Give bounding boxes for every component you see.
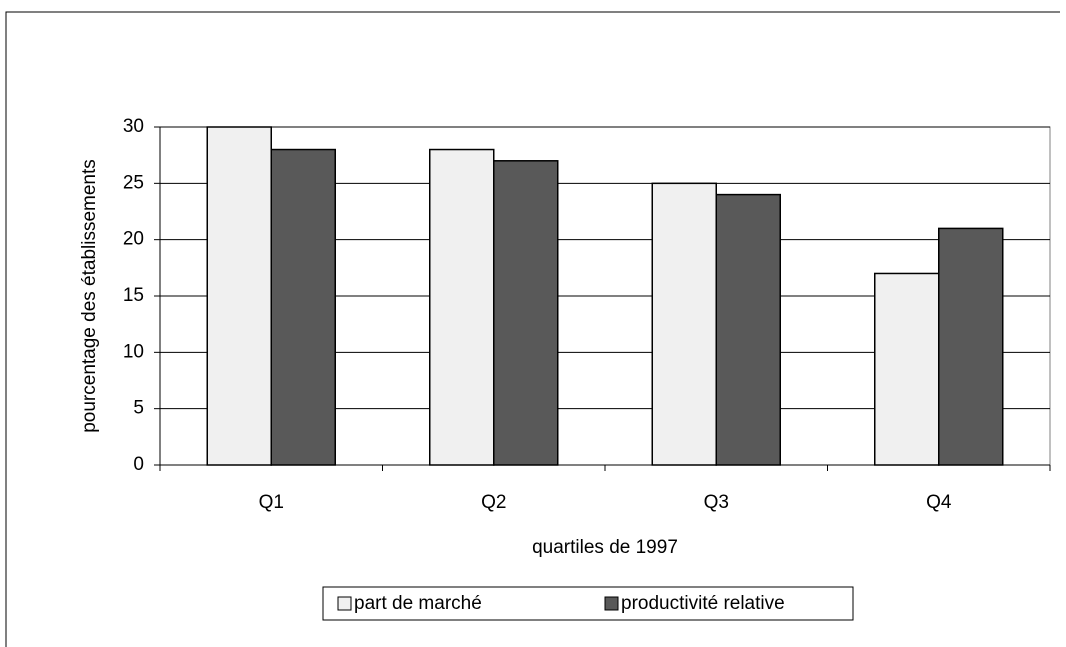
y-axis-label: pourcentage des établissements [79,159,100,433]
y-tick-label: 30 [123,116,144,137]
y-tick-label: 20 [123,229,144,250]
x-tick-label: Q1 [259,492,284,513]
y-tick-label: 15 [123,285,144,306]
legend-box [322,586,854,621]
bar [270,148,336,466]
bar [715,193,781,466]
bar [874,272,940,466]
y-tick-label: 5 [133,398,144,419]
x-tick-label: Q2 [481,492,506,513]
bar [938,227,1004,466]
bar [206,126,272,466]
y-tick-label: 10 [123,341,144,362]
bar [429,148,495,466]
bar [493,160,559,466]
legend-swatch [337,596,352,611]
x-axis-label: quartiles de 1997 [532,537,678,558]
legend-label: productivité relative [621,593,785,614]
y-tick-label: 25 [123,172,144,193]
x-tick-label: Q3 [704,492,729,513]
x-tick-label: Q4 [926,492,952,513]
bar [651,182,717,466]
legend-swatch [604,596,619,611]
legend-label: part de marché [354,593,482,614]
y-tick-label: 0 [133,454,144,475]
frame [5,11,1060,647]
